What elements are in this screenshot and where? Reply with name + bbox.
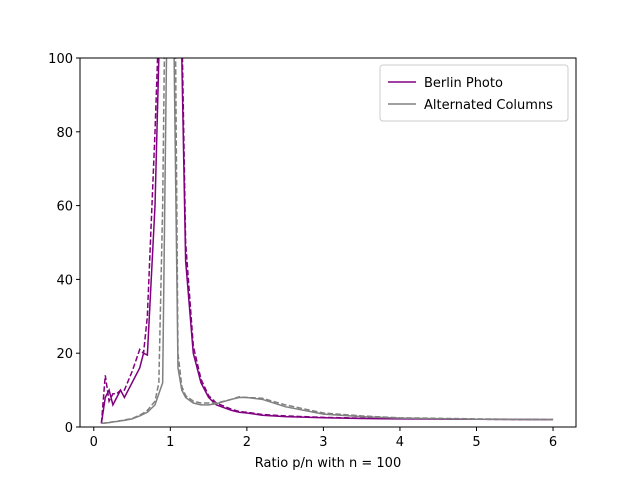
legend-box xyxy=(379,64,569,122)
line-series xyxy=(101,58,554,425)
line-series xyxy=(100,58,554,424)
x-tick-label: 4 xyxy=(396,435,404,450)
y-tick-label: 0 xyxy=(65,421,73,436)
x-tick-label: 5 xyxy=(472,435,480,450)
y-tick-label: 20 xyxy=(56,347,73,362)
legend-label: Alternated Columns xyxy=(424,98,553,113)
legend-label: Berlin Photo xyxy=(424,76,503,91)
axes-frame xyxy=(79,57,577,428)
x-tick-label: 0 xyxy=(90,435,98,450)
x-tick-label: 1 xyxy=(166,435,174,450)
y-tick-label: 100 xyxy=(48,52,73,67)
x-tick-label: 2 xyxy=(243,435,251,450)
y-tick-label: 80 xyxy=(56,126,73,141)
y-tick-label: 60 xyxy=(56,200,73,215)
plot-area xyxy=(100,58,554,425)
x-axis-label: Ratio p/n with n = 100 xyxy=(255,456,401,471)
y-tick-label: 40 xyxy=(56,273,73,288)
x-tick-label: 3 xyxy=(319,435,327,450)
x-tick-label: 6 xyxy=(549,435,557,450)
